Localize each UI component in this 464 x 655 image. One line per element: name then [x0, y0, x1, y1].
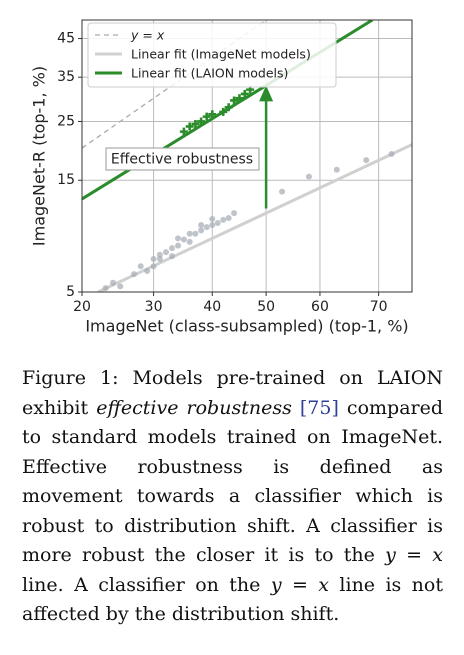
x-tick-label: 70: [370, 299, 388, 315]
point: [333, 166, 340, 173]
point: [150, 255, 157, 262]
plot-frame: [81, 19, 413, 293]
point: [209, 222, 216, 229]
legend-box: [87, 22, 337, 88]
point: [209, 215, 216, 222]
x-tick-label: 60: [311, 299, 329, 315]
point: [198, 222, 205, 229]
citation: [75]: [299, 396, 339, 419]
legend-label: y = x: [130, 28, 165, 43]
caption: Figure 1: Models pre-trained on LAION ex…: [22, 364, 443, 630]
point: [191, 119, 200, 128]
y-tick-label: 45: [57, 31, 75, 47]
caption-text: [292, 397, 300, 419]
caption-text: line is not affected by the distribution…: [22, 573, 443, 626]
point: [192, 230, 199, 237]
caption-math: y = x: [385, 544, 443, 566]
point: [163, 249, 170, 256]
y-tick-label: 5: [66, 284, 75, 300]
point: [219, 107, 228, 116]
point: [240, 89, 249, 98]
legend-label: Linear fit (ImageNet models): [131, 47, 311, 62]
y-axis-label: ImageNet-R (top-1, %): [30, 66, 49, 246]
y-tick-label: 35: [57, 69, 75, 85]
point: [235, 94, 244, 103]
point: [144, 267, 151, 274]
point: [169, 245, 176, 252]
point: [363, 157, 370, 164]
x-tick-label: 30: [145, 299, 163, 315]
point: [117, 283, 124, 290]
y-tick-label: 25: [57, 113, 75, 129]
caption-emphasis: effective robustness: [96, 396, 292, 419]
x-axis-label: ImageNet (class-subsampled) (top-1, %): [85, 317, 408, 336]
point: [202, 112, 211, 121]
point: [231, 210, 238, 217]
point: [225, 214, 232, 221]
point: [150, 263, 157, 270]
point: [179, 127, 188, 136]
x-tick-label: 40: [203, 299, 221, 315]
point: [305, 173, 312, 180]
point: [137, 263, 144, 270]
x-tick-label: 20: [73, 299, 91, 315]
point: [110, 279, 117, 286]
point: [198, 227, 205, 234]
point: [131, 271, 138, 278]
point: [197, 117, 206, 126]
annotation-text: Effective robustness: [111, 152, 253, 168]
arrow-head: [259, 85, 274, 102]
annotation-box: [105, 147, 260, 171]
point: [185, 122, 194, 131]
line: [97, 143, 412, 292]
point: [186, 230, 193, 237]
legend: y = x Linear fit (ImageNet models) Linear …: [87, 22, 337, 88]
caption-text: line. A classifier on the: [22, 573, 271, 596]
x-tick-label: 50: [257, 299, 275, 315]
point: [180, 236, 187, 243]
legend-label: Linear fit (LAION models): [131, 66, 288, 81]
point: [186, 238, 193, 245]
caption-math: y = x: [270, 573, 330, 596]
point: [208, 110, 217, 119]
chart: ImageNet (class-subsampled) (top-1, %) I…: [30, 19, 413, 336]
caption-text: Figure 1: Models pre-trained on LAION ex…: [22, 367, 443, 419]
point: [224, 103, 233, 112]
point: [169, 253, 176, 260]
y-tick-label: 15: [57, 172, 75, 188]
point: [203, 224, 210, 231]
point: [102, 285, 109, 292]
caption-text: compared to standard models trained on I…: [22, 396, 444, 567]
point: [214, 219, 221, 226]
point: [230, 96, 239, 105]
point: [175, 242, 182, 249]
point: [156, 255, 163, 262]
point: [388, 150, 395, 157]
point: [175, 235, 182, 242]
point: [279, 188, 286, 195]
point: [220, 216, 227, 223]
point: [156, 251, 163, 258]
